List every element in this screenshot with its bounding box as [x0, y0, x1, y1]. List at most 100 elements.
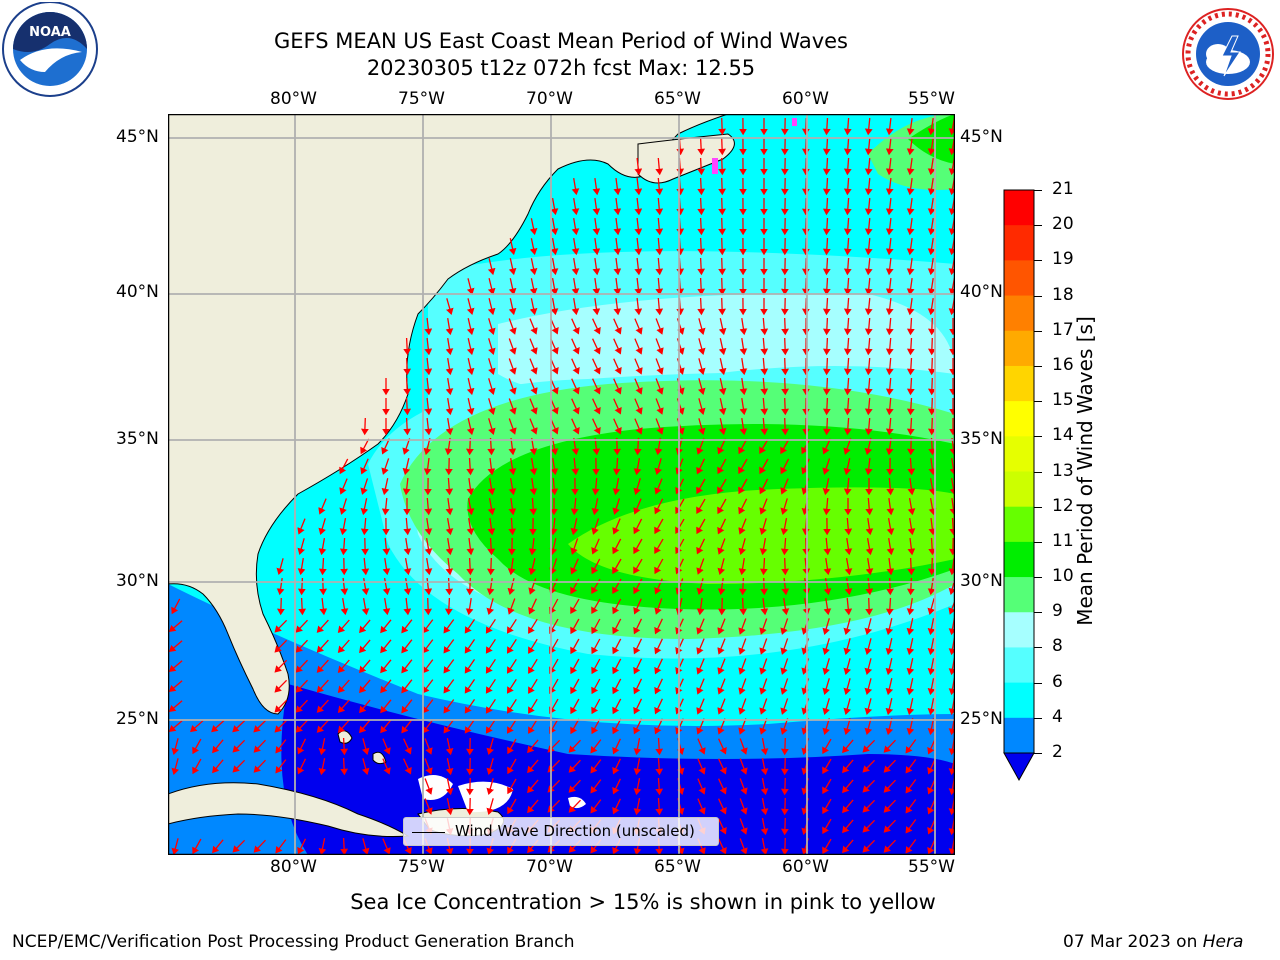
- wave-arrow: [949, 498, 954, 516]
- wave-arrow: [781, 317, 790, 336]
- wave-arrow: [591, 498, 600, 516]
- wave-arrow: [842, 779, 854, 794]
- wave-arrow: [654, 598, 663, 615]
- ice-note: Sea Ice Concentration > 15% is shown in …: [350, 890, 936, 914]
- wave-arrow: [487, 258, 496, 276]
- wave-arrow: [927, 397, 936, 416]
- wave-arrow: [485, 658, 496, 674]
- wave-arrow: [382, 577, 391, 596]
- wave-arrow: [403, 557, 412, 576]
- wave-arrow: [844, 577, 853, 596]
- wave-arrow: [738, 678, 747, 695]
- wave-arrow: [571, 197, 580, 216]
- wave-arrow: [928, 518, 937, 536]
- wave-arrow: [739, 338, 748, 356]
- wave-arrow: [655, 737, 664, 756]
- wave-arrow: [842, 839, 854, 854]
- wave-arrow: [445, 377, 454, 396]
- wave-arrow: [717, 538, 726, 555]
- wave-arrow: [697, 137, 706, 156]
- wave-arrow: [843, 438, 852, 455]
- wave-arrow: [927, 698, 936, 716]
- wave-arrow: [885, 597, 894, 616]
- wave-arrow: [274, 659, 288, 673]
- wave-arrow: [488, 378, 496, 395]
- wave-arrow: [424, 518, 433, 536]
- wave-arrow: [339, 458, 349, 475]
- wave-arrow: [528, 558, 537, 576]
- wave-arrow: [634, 358, 643, 375]
- wave-arrow: [739, 378, 748, 396]
- wave-arrow: [295, 619, 308, 633]
- wave-arrow: [822, 798, 832, 815]
- wave-arrow: [759, 498, 768, 515]
- colorbar-segment: [1004, 330, 1034, 367]
- wave-arrow: [633, 678, 643, 695]
- wave-arrow: [927, 618, 936, 636]
- wave-arrow: [697, 177, 706, 196]
- wave-arrow: [801, 458, 810, 475]
- wave-arrow: [927, 357, 936, 376]
- wave-arrow: [759, 537, 768, 556]
- colorbar-tick-label: 19: [1052, 249, 1074, 270]
- wave-arrow: [864, 397, 873, 416]
- wave-arrow: [485, 618, 496, 634]
- wave-arrow: [655, 177, 664, 196]
- wave-arrow: [862, 819, 876, 833]
- lat-label-right: 35°N: [960, 429, 1003, 449]
- wave-arrow: [592, 318, 601, 335]
- wave-arrow: [192, 838, 202, 854]
- wave-arrow: [906, 397, 915, 416]
- wave-arrow: [274, 619, 288, 633]
- wave-arrow: [550, 458, 559, 476]
- wave-arrow: [422, 619, 434, 634]
- wave-arrow: [466, 318, 475, 336]
- wave-arrow: [928, 537, 937, 556]
- wave-arrow: [780, 638, 789, 655]
- wave-arrow: [675, 518, 685, 535]
- colorbar-tick-label: 13: [1052, 460, 1074, 481]
- wave-arrow: [528, 718, 538, 734]
- colorbar-tick-mark: [1034, 647, 1042, 649]
- wave-arrow: [906, 317, 915, 336]
- colorbar-tick-mark: [1034, 401, 1042, 403]
- wave-arrow: [718, 217, 727, 236]
- wave-arrow: [906, 638, 915, 656]
- wave-arrow: [570, 638, 580, 655]
- wave-arrow: [843, 658, 852, 675]
- wave-arrow: [885, 357, 894, 376]
- wave-arrow: [883, 839, 896, 853]
- wave-arrow: [760, 337, 769, 356]
- wave-arrow: [295, 679, 308, 693]
- wave-arrow: [822, 758, 832, 775]
- wave-arrow: [634, 277, 643, 296]
- wave-arrow: [697, 798, 706, 815]
- wave-arrow: [529, 318, 538, 335]
- wave-arrow: [488, 338, 496, 355]
- wave-arrow: [654, 478, 663, 495]
- wave-arrow: [297, 758, 307, 775]
- wave-arrow: [487, 458, 496, 476]
- wave-arrow: [822, 438, 831, 455]
- wave-arrow: [613, 198, 622, 216]
- wave-arrow: [883, 819, 896, 833]
- wave-arrow: [906, 597, 915, 616]
- wave-arrow: [445, 558, 454, 576]
- wave-arrow: [655, 277, 664, 296]
- wave-arrow: [592, 398, 601, 415]
- wave-arrow: [760, 817, 769, 836]
- wave-arrow: [948, 558, 954, 576]
- wave-arrow: [528, 678, 538, 694]
- wave-arrow: [780, 757, 789, 776]
- wave-arrow: [612, 738, 621, 755]
- colorbar-tick-label: 15: [1052, 390, 1074, 411]
- wave-arrow: [508, 278, 517, 296]
- wave-arrow: [550, 477, 559, 496]
- wave-arrow: [927, 278, 936, 296]
- wave-arrow: [655, 797, 664, 816]
- wave-arrow: [507, 778, 517, 795]
- wave-arrow: [886, 558, 895, 576]
- wave-arrow: [591, 618, 601, 635]
- wave-arrow: [696, 438, 705, 455]
- wave-arrow: [823, 537, 832, 556]
